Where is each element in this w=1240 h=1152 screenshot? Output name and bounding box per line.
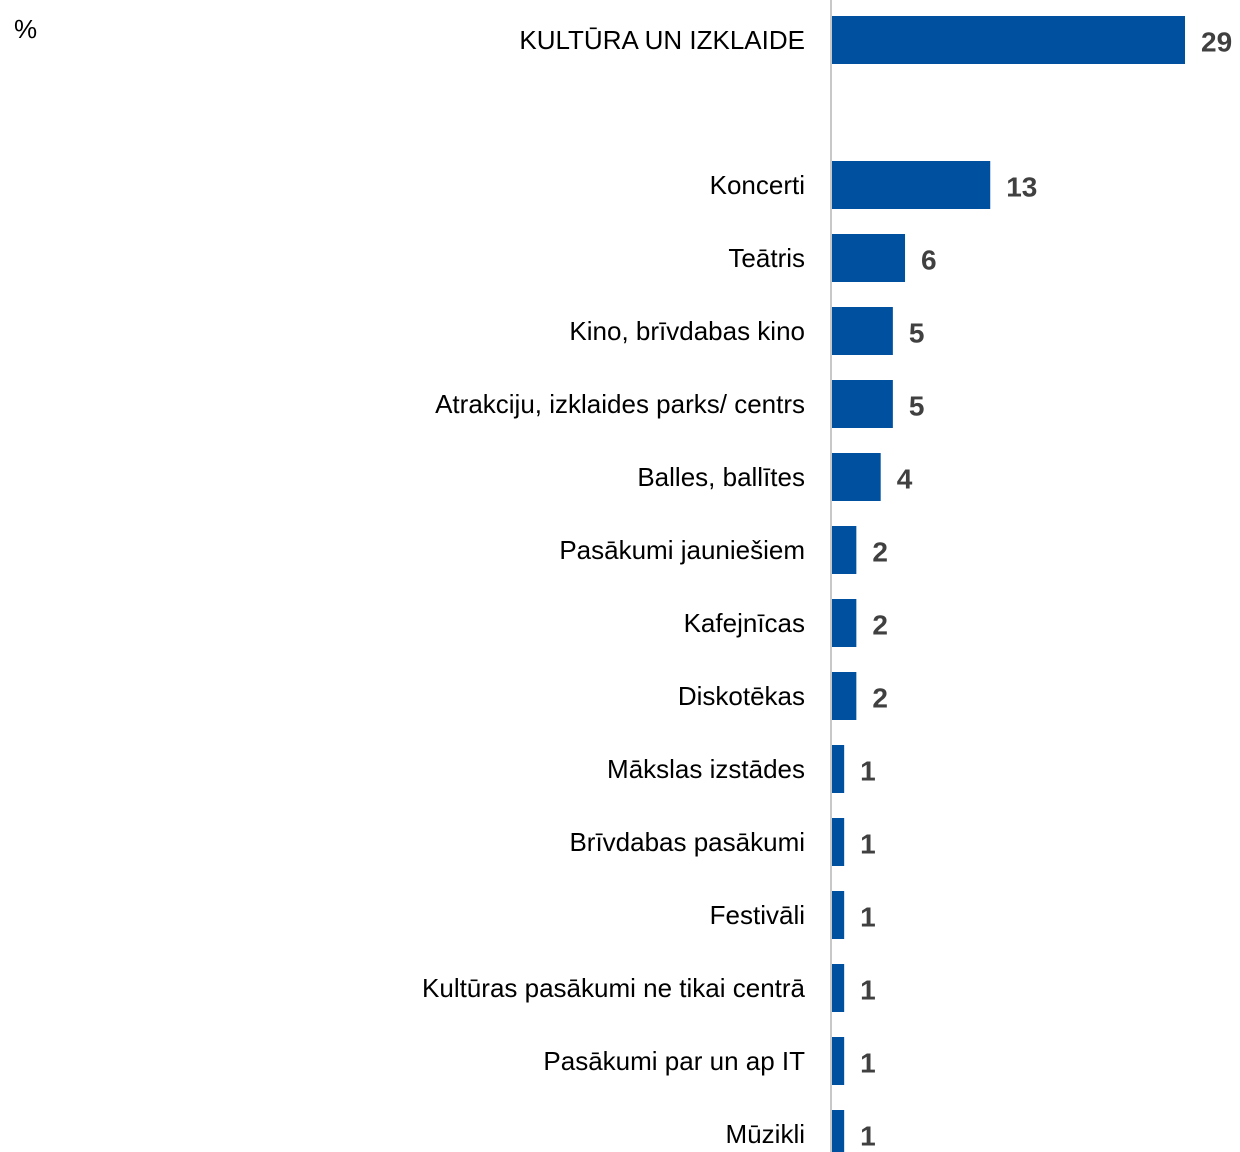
bar-row: Atrakciju, izklaides parks/ centrs 5	[435, 380, 924, 428]
bar	[832, 672, 857, 720]
value-label: 6	[921, 245, 937, 276]
bar-row: Pasākumi jauniešiem 2	[559, 526, 888, 574]
bar	[832, 161, 991, 209]
bar	[832, 307, 893, 355]
bar-row: Koncerti 13	[710, 161, 1037, 209]
unit-label: %	[14, 14, 38, 44]
value-label: 29	[1201, 27, 1232, 58]
bar-row: Mūzikli 1	[726, 1110, 876, 1152]
value-label: 1	[860, 902, 876, 933]
category-label: Festivāli	[710, 900, 805, 930]
bars-layer: KULTŪRA UN IZKLAIDE 29 Koncerti 13 Teātris 6 K…	[422, 16, 1232, 1152]
value-label: 1	[860, 975, 876, 1006]
value-label: 5	[909, 318, 925, 349]
bar	[832, 818, 845, 866]
category-label: Teātris	[728, 243, 805, 273]
bar-row: Kino, brīvdabas kino 5	[569, 307, 924, 355]
category-label: Mūzikli	[726, 1119, 805, 1149]
bar	[832, 891, 845, 939]
bar	[832, 526, 857, 574]
value-label: 13	[1006, 172, 1037, 203]
bar	[832, 453, 881, 501]
category-label: Kultūras pasākumi ne tikai centrā	[422, 973, 806, 1003]
category-label: Pasākumi jauniešiem	[559, 535, 805, 565]
category-label: Pasākumi par un ap IT	[543, 1046, 805, 1076]
category-label: KULTŪRA UN IZKLAIDE	[519, 25, 805, 55]
bar-row: Festivāli 1	[710, 891, 876, 939]
value-label: 2	[872, 537, 888, 568]
bar-row: Kafejnīcas 2	[684, 599, 888, 647]
value-label: 2	[872, 683, 888, 714]
bar	[832, 964, 845, 1012]
bar	[832, 1110, 845, 1152]
category-label: Atrakciju, izklaides parks/ centrs	[435, 389, 805, 419]
bar	[832, 234, 906, 282]
bar-row: Teātris 6	[728, 234, 937, 282]
value-label: 2	[872, 610, 888, 641]
category-label: Balles, ballītes	[637, 462, 805, 492]
category-label: Diskotēkas	[678, 681, 805, 711]
bar	[832, 1037, 845, 1085]
bar-row: Balles, ballītes 4	[637, 453, 913, 501]
bar	[832, 380, 893, 428]
value-label: 5	[909, 391, 925, 422]
bar-row: Mākslas izstādes 1	[607, 745, 876, 793]
bar-row: Diskotēkas 2	[678, 672, 888, 720]
bar	[832, 745, 845, 793]
category-label: Kafejnīcas	[684, 608, 805, 638]
bar	[832, 16, 1185, 64]
category-label: Brīvdabas pasākumi	[569, 827, 805, 857]
category-label: Kino, brīvdabas kino	[569, 316, 805, 346]
bar	[832, 599, 857, 647]
value-label: 1	[860, 756, 876, 787]
bar-row: KULTŪRA UN IZKLAIDE 29	[519, 16, 1232, 64]
category-label: Mākslas izstādes	[607, 754, 805, 784]
value-label: 1	[860, 1048, 876, 1079]
bar-row: Kultūras pasākumi ne tikai centrā 1	[422, 964, 876, 1012]
category-label: Koncerti	[710, 170, 805, 200]
value-label: 1	[860, 829, 876, 860]
bar-row: Brīvdabas pasākumi 1	[569, 818, 876, 866]
value-label: 4	[897, 464, 913, 495]
bar-row: Pasākumi par un ap IT 1	[543, 1037, 876, 1085]
value-label: 1	[860, 1121, 876, 1152]
